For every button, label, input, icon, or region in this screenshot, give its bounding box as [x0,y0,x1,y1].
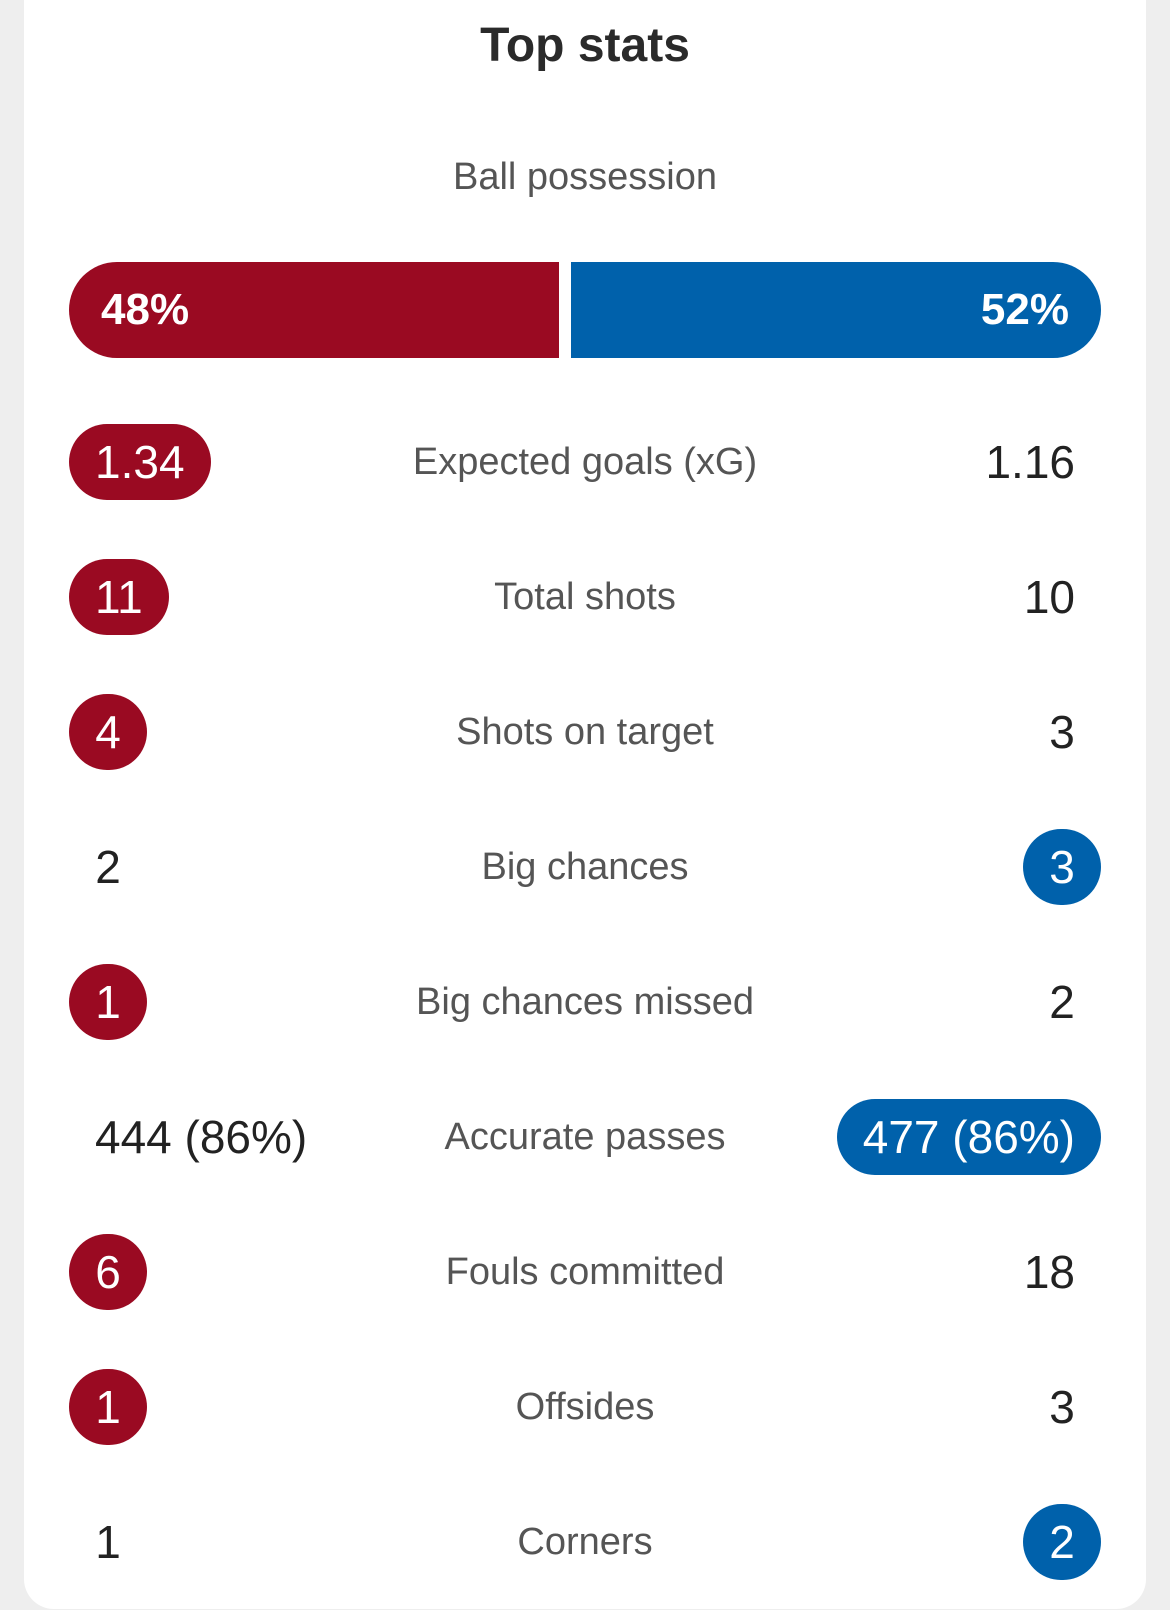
top-stats-card: Top stats Ball possession 48% 52% 1.34 Ex… [24,0,1146,1609]
stat-label: Big chances missed [416,981,754,1023]
stat-row: 1 Big chances missed 2 [69,935,1101,1070]
stat-label: Total shots [494,576,676,618]
possession-away-segment: 52% [571,262,1101,358]
possession-label: Ball possession [452,156,718,198]
stat-label: Fouls committed [445,1251,725,1293]
away-value: 18 [1023,1246,1075,1298]
stat-row: 1.34 Expected goals (xG) 1.16 [69,395,1101,530]
home-value: 1 [69,964,147,1040]
away-value: 3 [1049,1381,1075,1433]
away-value: 477 (86%) [836,1099,1101,1175]
stat-label: Offsides [515,1386,655,1428]
away-value: 2 [1023,1504,1101,1580]
stat-label: Shots on target [456,711,714,753]
away-value: 3 [1023,829,1101,905]
home-value: 2 [95,841,121,893]
away-value: 3 [1049,706,1075,758]
stat-label: Expected goals (xG) [412,441,758,483]
stat-row: 1 Offsides 3 [69,1340,1101,1475]
home-value: 6 [69,1234,147,1310]
stat-row: 4 Shots on target 3 [69,665,1101,800]
possession-home-segment: 48% [69,262,559,358]
home-value: 1 [69,1369,147,1445]
away-value: 1.16 [985,436,1075,488]
stat-row: 1 Corners 2 [69,1475,1101,1610]
possession-bar: 48% 52% [69,262,1101,358]
away-value: 10 [1023,571,1075,623]
stat-label: Corners [517,1521,653,1563]
section-title: Top stats [480,19,690,72]
home-value: 1.34 [69,424,211,500]
stat-row: 11 Total shots 10 [69,530,1101,665]
home-value: 1 [95,1516,121,1568]
home-value: 4 [69,694,147,770]
stat-row: 444 (86%) Accurate passes 477 (86%) [69,1070,1101,1205]
home-value: 11 [69,559,169,635]
stats-list: 1.34 Expected goals (xG) 1.16 11 Total shots… [69,395,1101,1610]
stat-row: 2 Big chances 3 [69,800,1101,935]
away-value: 2 [1049,976,1075,1028]
stat-label: Big chances [481,846,689,888]
home-value: 444 (86%) [95,1111,308,1163]
stat-row: 6 Fouls committed 18 [69,1205,1101,1340]
stat-label: Accurate passes [444,1116,726,1158]
